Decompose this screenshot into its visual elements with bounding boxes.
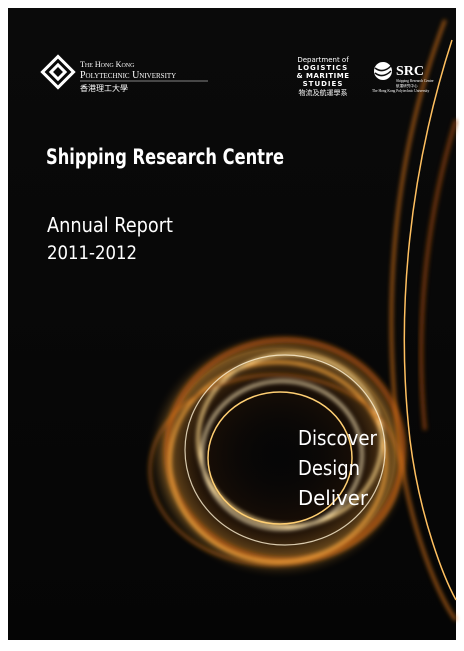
dept-line3: & MARITIME bbox=[296, 72, 349, 80]
src-acronym: SRC bbox=[396, 64, 424, 79]
polyu-name-line2: Polytechnic University bbox=[80, 70, 176, 81]
polyu-chinese: 香港理工大學 bbox=[80, 83, 128, 93]
tagline: Deliver bbox=[298, 486, 369, 510]
cover: The Hong Kong Polytechnic University 香港理… bbox=[0, 0, 464, 651]
department-logo: Department of LOGISTICS & MARITIME STUDI… bbox=[296, 56, 349, 97]
dept-chinese: 物流及航運學系 bbox=[299, 88, 348, 97]
dept-line1: Department of bbox=[297, 56, 349, 64]
dept-line4: STUDIES bbox=[303, 80, 344, 88]
page: The Hong Kong Polytechnic University 香港理… bbox=[0, 0, 464, 651]
polyu-name-line1: The Hong Kong bbox=[80, 60, 135, 69]
tagline: Discover bbox=[298, 426, 378, 450]
cover-subtitle: Annual Report bbox=[47, 213, 173, 237]
cover-title: Shipping Research Centre bbox=[46, 145, 284, 169]
cover-period: 2011-2012 bbox=[47, 242, 137, 264]
src-name: Shipping Research Centre bbox=[396, 79, 434, 83]
tagline: Design bbox=[298, 456, 360, 480]
src-chinese: 航運研究中心 bbox=[396, 83, 418, 88]
dept-line2: LOGISTICS bbox=[298, 64, 348, 72]
src-university: The Hong Kong Polytechnic University bbox=[372, 89, 429, 93]
